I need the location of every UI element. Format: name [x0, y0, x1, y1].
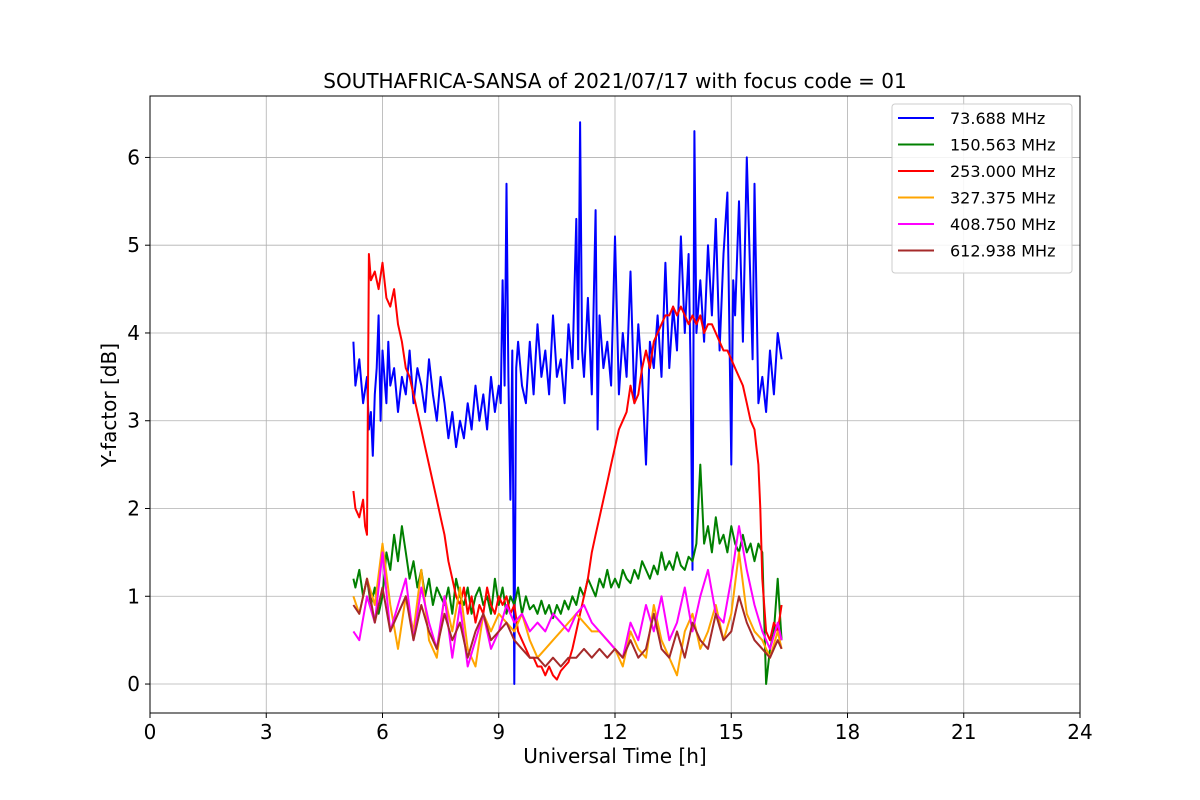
plot-area	[352, 121, 783, 685]
x-tick-label: 18	[835, 720, 860, 744]
y-tick-label: 6	[127, 145, 140, 169]
y-axis-label: Y-factor [dB]	[97, 343, 121, 468]
y-tick-label: 1	[127, 584, 140, 608]
x-tick-label: 9	[492, 720, 505, 744]
series-line	[352, 121, 783, 685]
legend-box	[891, 103, 1073, 274]
series-line	[352, 525, 783, 668]
series-line	[352, 253, 783, 681]
legend-entry-label: 73.688 MHz	[950, 109, 1045, 128]
legend-entry-label: 327.375 MHz	[950, 189, 1055, 208]
legend: 73.688 MHz 150.563 MHz 253.000 MHz 327.375 …	[891, 103, 1073, 274]
x-tick-label: 12	[602, 720, 627, 744]
y-tick-label: 5	[127, 233, 140, 257]
series-line	[352, 577, 783, 668]
y-tick-label: 2	[127, 497, 140, 521]
x-tick-label: 3	[260, 720, 273, 744]
x-tick-label: 15	[719, 720, 744, 744]
y-tick-label: 0	[127, 672, 140, 696]
y-tick-label: 3	[127, 409, 140, 433]
x-tick-label: 6	[376, 720, 389, 744]
legend-entry-label: 253.000 MHz	[950, 162, 1055, 181]
legend-entry-label: 612.938 MHz	[950, 242, 1055, 261]
x-tick-label: 0	[144, 720, 157, 744]
chart-title: SOUTHAFRICA-SANSA of 2021/07/17 with foc…	[323, 69, 907, 93]
x-tick-label: 24	[1067, 720, 1092, 744]
x-axis-label: Universal Time [h]	[523, 744, 706, 768]
legend-entry-label: 150.563 MHz	[950, 136, 1055, 155]
legend-entry-label: 408.750 MHz	[950, 215, 1055, 234]
y-tick-label: 4	[127, 321, 140, 345]
series-line	[352, 542, 783, 677]
x-tick-label: 21	[951, 720, 976, 744]
